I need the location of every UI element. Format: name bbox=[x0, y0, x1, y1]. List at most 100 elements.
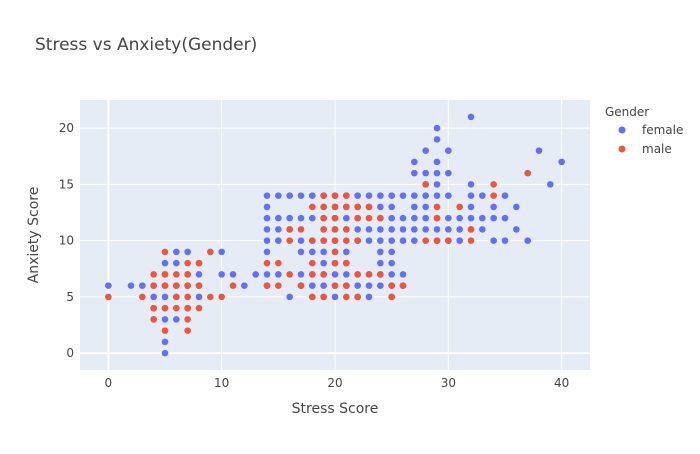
data-point-female[interactable] bbox=[365, 282, 373, 289]
data-point-female[interactable] bbox=[331, 293, 339, 301]
data-point-male[interactable] bbox=[433, 237, 441, 244]
data-point-female[interactable] bbox=[365, 226, 373, 233]
data-point-female[interactable] bbox=[388, 203, 395, 211]
data-point-female[interactable] bbox=[513, 226, 520, 233]
data-point-female[interactable] bbox=[411, 214, 418, 222]
data-point-male[interactable] bbox=[354, 271, 361, 278]
data-point-female[interactable] bbox=[286, 192, 293, 199]
data-point-male[interactable] bbox=[297, 226, 305, 233]
data-point-female[interactable] bbox=[456, 214, 463, 222]
data-point-female[interactable] bbox=[422, 192, 429, 199]
data-point-male[interactable] bbox=[161, 248, 169, 256]
data-point-male[interactable] bbox=[195, 259, 203, 267]
data-point-female[interactable] bbox=[411, 203, 418, 211]
data-point-male[interactable] bbox=[343, 226, 350, 233]
data-point-female[interactable] bbox=[501, 237, 509, 244]
data-point-female[interactable] bbox=[297, 237, 305, 244]
data-point-female[interactable] bbox=[354, 226, 361, 233]
data-point-female[interactable] bbox=[388, 214, 395, 222]
data-point-male[interactable] bbox=[365, 203, 373, 211]
data-point-female[interactable] bbox=[275, 237, 282, 244]
data-point-female[interactable] bbox=[433, 192, 441, 199]
data-point-female[interactable] bbox=[558, 158, 565, 166]
data-point-male[interactable] bbox=[297, 282, 305, 289]
data-point-female[interactable] bbox=[320, 259, 327, 267]
data-point-female[interactable] bbox=[524, 237, 531, 244]
data-point-male[interactable] bbox=[388, 282, 395, 289]
data-point-female[interactable] bbox=[377, 259, 384, 267]
data-point-female[interactable] bbox=[105, 282, 112, 289]
data-point-female[interactable] bbox=[286, 214, 293, 222]
data-point-female[interactable] bbox=[275, 214, 282, 222]
data-point-female[interactable] bbox=[445, 226, 452, 233]
data-point-female[interactable] bbox=[184, 248, 191, 256]
data-point-female[interactable] bbox=[388, 271, 395, 278]
data-point-male[interactable] bbox=[343, 293, 350, 301]
data-point-female[interactable] bbox=[479, 226, 486, 233]
data-point-female[interactable] bbox=[433, 136, 441, 143]
data-point-male[interactable] bbox=[105, 293, 112, 301]
data-point-female[interactable] bbox=[354, 282, 361, 289]
data-point-female[interactable] bbox=[377, 248, 384, 256]
data-point-female[interactable] bbox=[411, 237, 418, 244]
data-point-male[interactable] bbox=[309, 271, 316, 278]
data-point-female[interactable] bbox=[501, 214, 509, 222]
legend-item-male[interactable]: male bbox=[618, 142, 672, 156]
data-point-male[interactable] bbox=[320, 226, 327, 233]
data-point-female[interactable] bbox=[388, 237, 395, 244]
data-point-male[interactable] bbox=[161, 304, 169, 312]
data-point-female[interactable] bbox=[479, 214, 486, 222]
data-point-female[interactable] bbox=[320, 282, 327, 289]
data-point-female[interactable] bbox=[433, 169, 441, 177]
data-point-male[interactable] bbox=[331, 248, 339, 256]
data-point-female[interactable] bbox=[399, 226, 407, 233]
data-point-female[interactable] bbox=[501, 192, 509, 199]
data-point-male[interactable] bbox=[150, 304, 157, 312]
data-point-female[interactable] bbox=[422, 147, 429, 154]
data-point-female[interactable] bbox=[297, 192, 305, 199]
data-point-male[interactable] bbox=[331, 237, 339, 244]
data-point-female[interactable] bbox=[161, 259, 169, 267]
data-point-female[interactable] bbox=[343, 214, 350, 222]
data-point-female[interactable] bbox=[365, 237, 373, 244]
data-point-female[interactable] bbox=[377, 226, 384, 233]
data-point-male[interactable] bbox=[354, 203, 361, 211]
data-point-male[interactable] bbox=[218, 293, 225, 301]
data-point-male[interactable] bbox=[173, 293, 180, 301]
data-point-female[interactable] bbox=[320, 248, 327, 256]
data-point-female[interactable] bbox=[309, 192, 316, 199]
data-point-female[interactable] bbox=[161, 338, 169, 346]
data-point-male[interactable] bbox=[286, 237, 293, 244]
data-point-female[interactable] bbox=[161, 316, 169, 323]
data-point-female[interactable] bbox=[173, 259, 180, 267]
data-point-female[interactable] bbox=[411, 169, 418, 177]
data-point-female[interactable] bbox=[365, 192, 373, 199]
data-point-female[interactable] bbox=[467, 203, 475, 211]
data-point-male[interactable] bbox=[433, 203, 441, 211]
data-point-male[interactable] bbox=[286, 226, 293, 233]
data-point-male[interactable] bbox=[320, 192, 327, 199]
data-point-female[interactable] bbox=[161, 349, 169, 357]
data-point-female[interactable] bbox=[297, 214, 305, 222]
data-point-male[interactable] bbox=[490, 181, 497, 188]
data-point-female[interactable] bbox=[490, 203, 497, 211]
data-point-female[interactable] bbox=[445, 192, 452, 199]
data-point-female[interactable] bbox=[433, 124, 441, 132]
data-point-male[interactable] bbox=[173, 271, 180, 278]
data-point-male[interactable] bbox=[184, 259, 191, 267]
data-point-female[interactable] bbox=[422, 203, 429, 211]
data-point-female[interactable] bbox=[263, 203, 271, 211]
data-point-male[interactable] bbox=[331, 226, 339, 233]
data-point-female[interactable] bbox=[467, 214, 475, 222]
data-points[interactable] bbox=[105, 113, 565, 357]
data-point-male[interactable] bbox=[150, 282, 157, 289]
data-point-female[interactable] bbox=[343, 248, 350, 256]
data-point-female[interactable] bbox=[411, 192, 418, 199]
data-point-male[interactable] bbox=[207, 293, 214, 301]
data-point-female[interactable] bbox=[218, 271, 225, 278]
data-point-female[interactable] bbox=[433, 158, 441, 166]
data-point-male[interactable] bbox=[161, 327, 169, 334]
data-point-female[interactable] bbox=[275, 226, 282, 233]
data-point-male[interactable] bbox=[184, 271, 191, 278]
data-point-male[interactable] bbox=[309, 237, 316, 244]
